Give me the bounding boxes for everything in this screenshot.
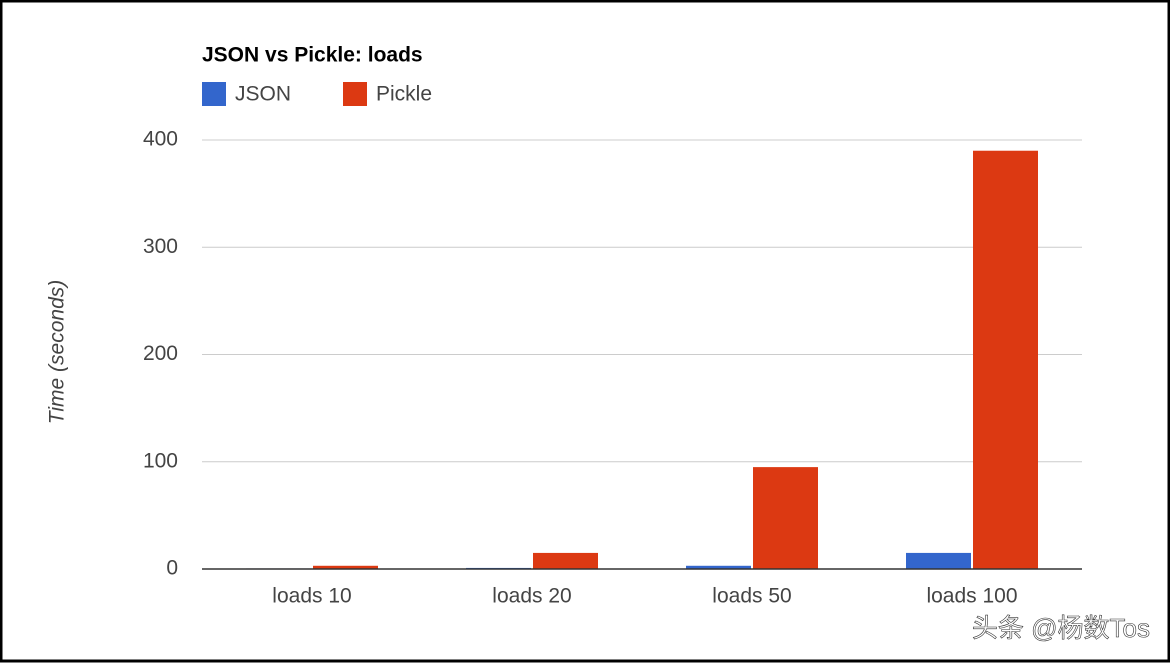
bar: [753, 467, 818, 569]
x-tick-label: loads 100: [926, 585, 1017, 608]
x-tick-label: loads 20: [492, 585, 571, 608]
y-tick-label: 100: [143, 449, 178, 472]
y-axis-label: Time (seconds): [46, 280, 69, 425]
bar: [686, 565, 751, 569]
y-tick-label: 0: [166, 557, 178, 580]
legend-label: Pickle: [376, 83, 432, 106]
bar: [906, 552, 971, 569]
x-tick-label: loads 10: [272, 585, 351, 608]
y-tick-label: 300: [143, 235, 178, 258]
bar: [313, 565, 378, 569]
chart-title: JSON vs Pickle: loads: [202, 44, 423, 67]
legend-label: JSON: [235, 83, 291, 106]
y-tick-label: 400: [143, 128, 178, 151]
x-tick-label: loads 50: [712, 585, 791, 608]
watermark: 头条 @杨数Tos: [972, 613, 1150, 643]
bar: [973, 150, 1038, 569]
legend-swatch: [202, 82, 226, 106]
legend-swatch: [343, 82, 367, 106]
y-tick-label: 200: [143, 342, 178, 365]
bar: [533, 552, 598, 569]
